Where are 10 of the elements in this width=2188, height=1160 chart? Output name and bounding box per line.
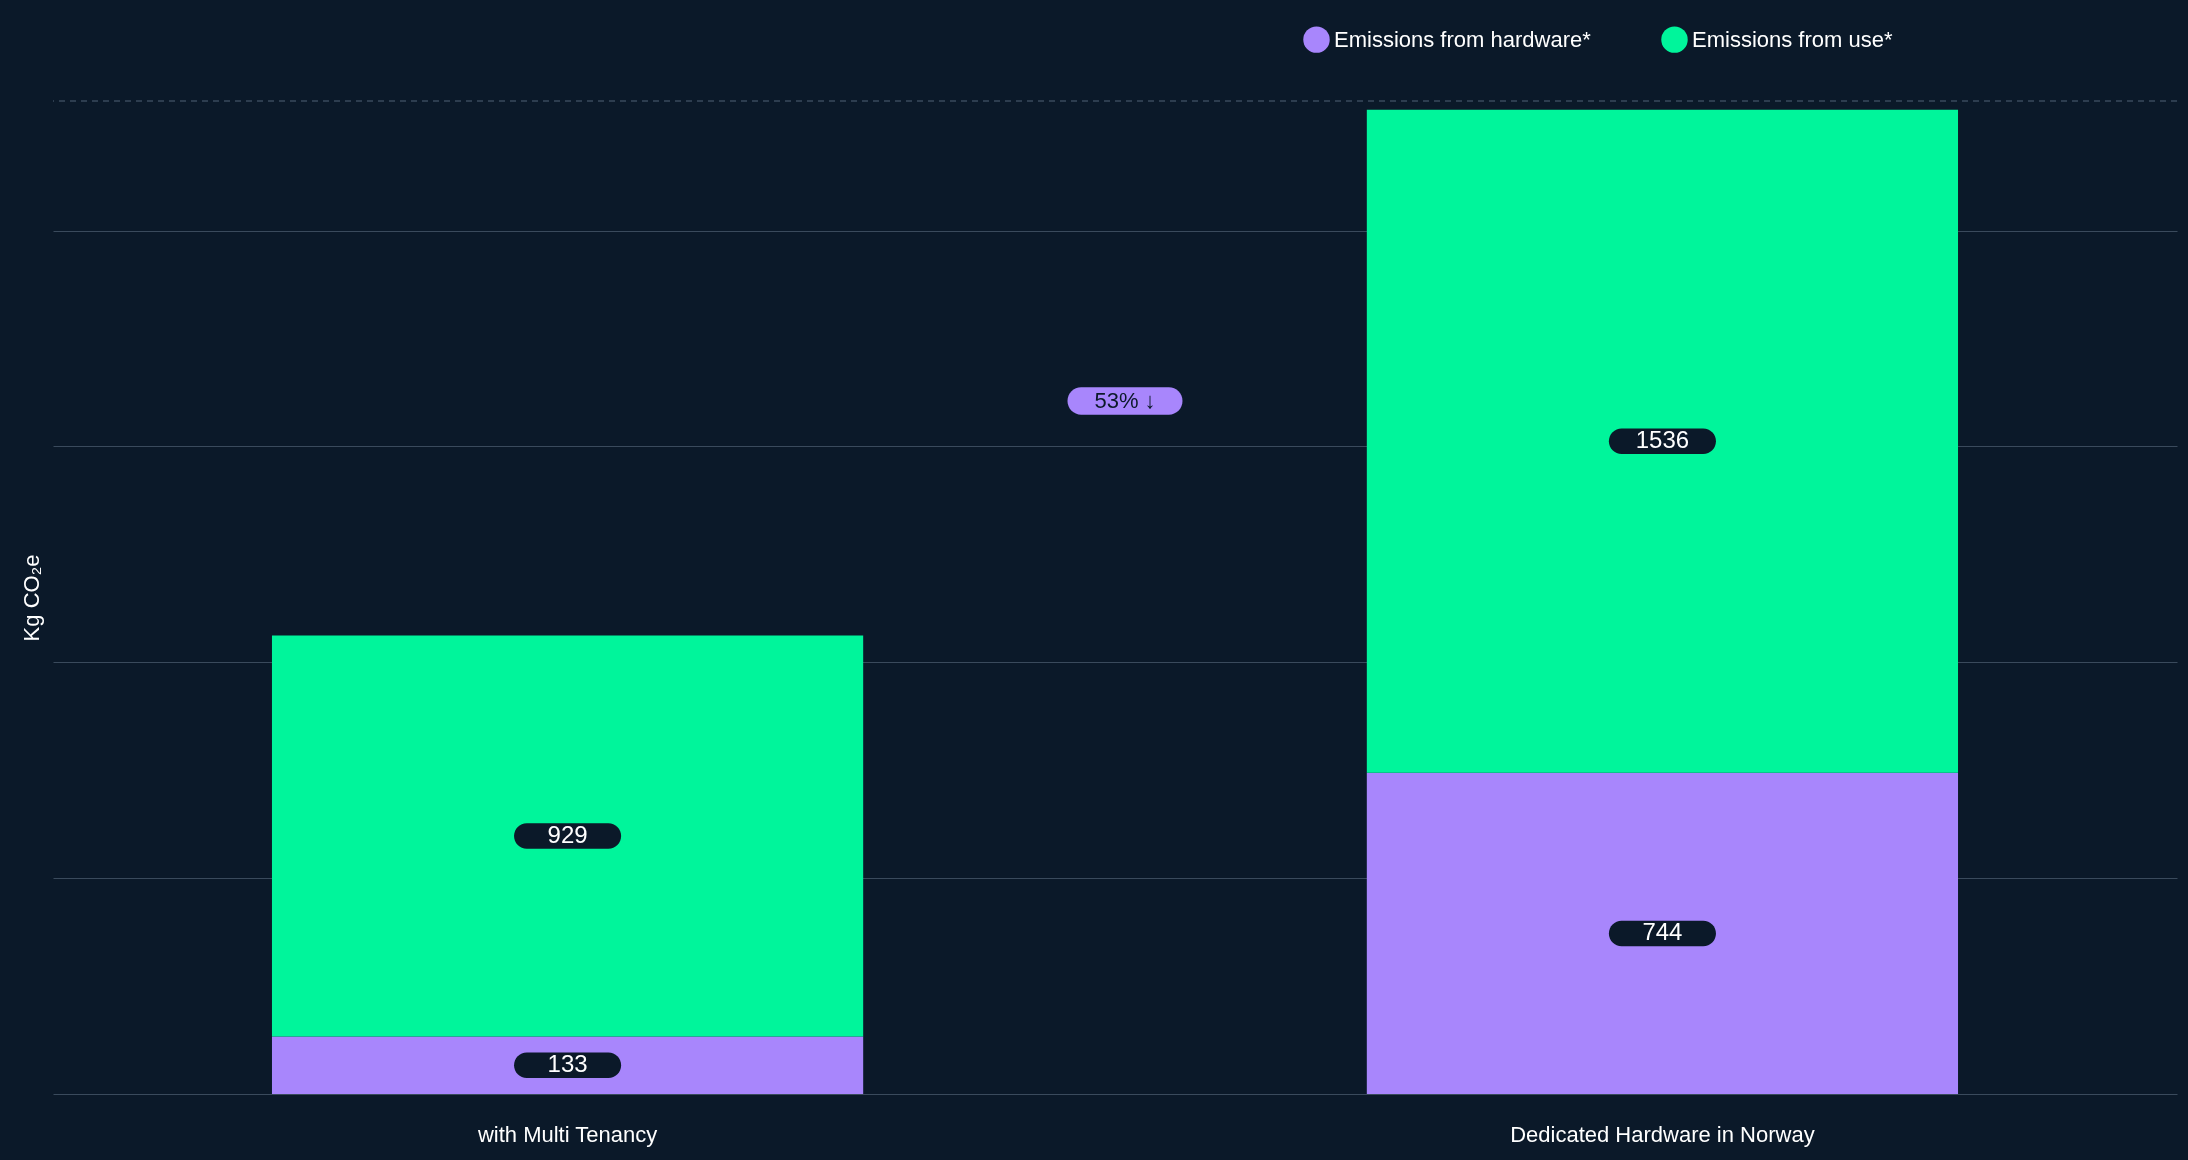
annotation: 53% ↓ <box>1094 388 1156 413</box>
data-label: 744 <box>1642 918 1683 946</box>
data-label: 133 <box>547 1050 588 1078</box>
y-axis-title: Kg CO₂e <box>18 554 44 642</box>
data-label: 929 <box>547 821 588 849</box>
legend-label: Emissions from use* <box>1692 26 1893 52</box>
legend-label: Emissions from hardware* <box>1334 26 1592 52</box>
x-tick-label: with Multi Tenancy <box>476 1121 658 1147</box>
x-tick-label: Dedicated Hardware in Norway <box>1510 1121 1815 1147</box>
data-label: 1536 <box>1635 426 1690 454</box>
